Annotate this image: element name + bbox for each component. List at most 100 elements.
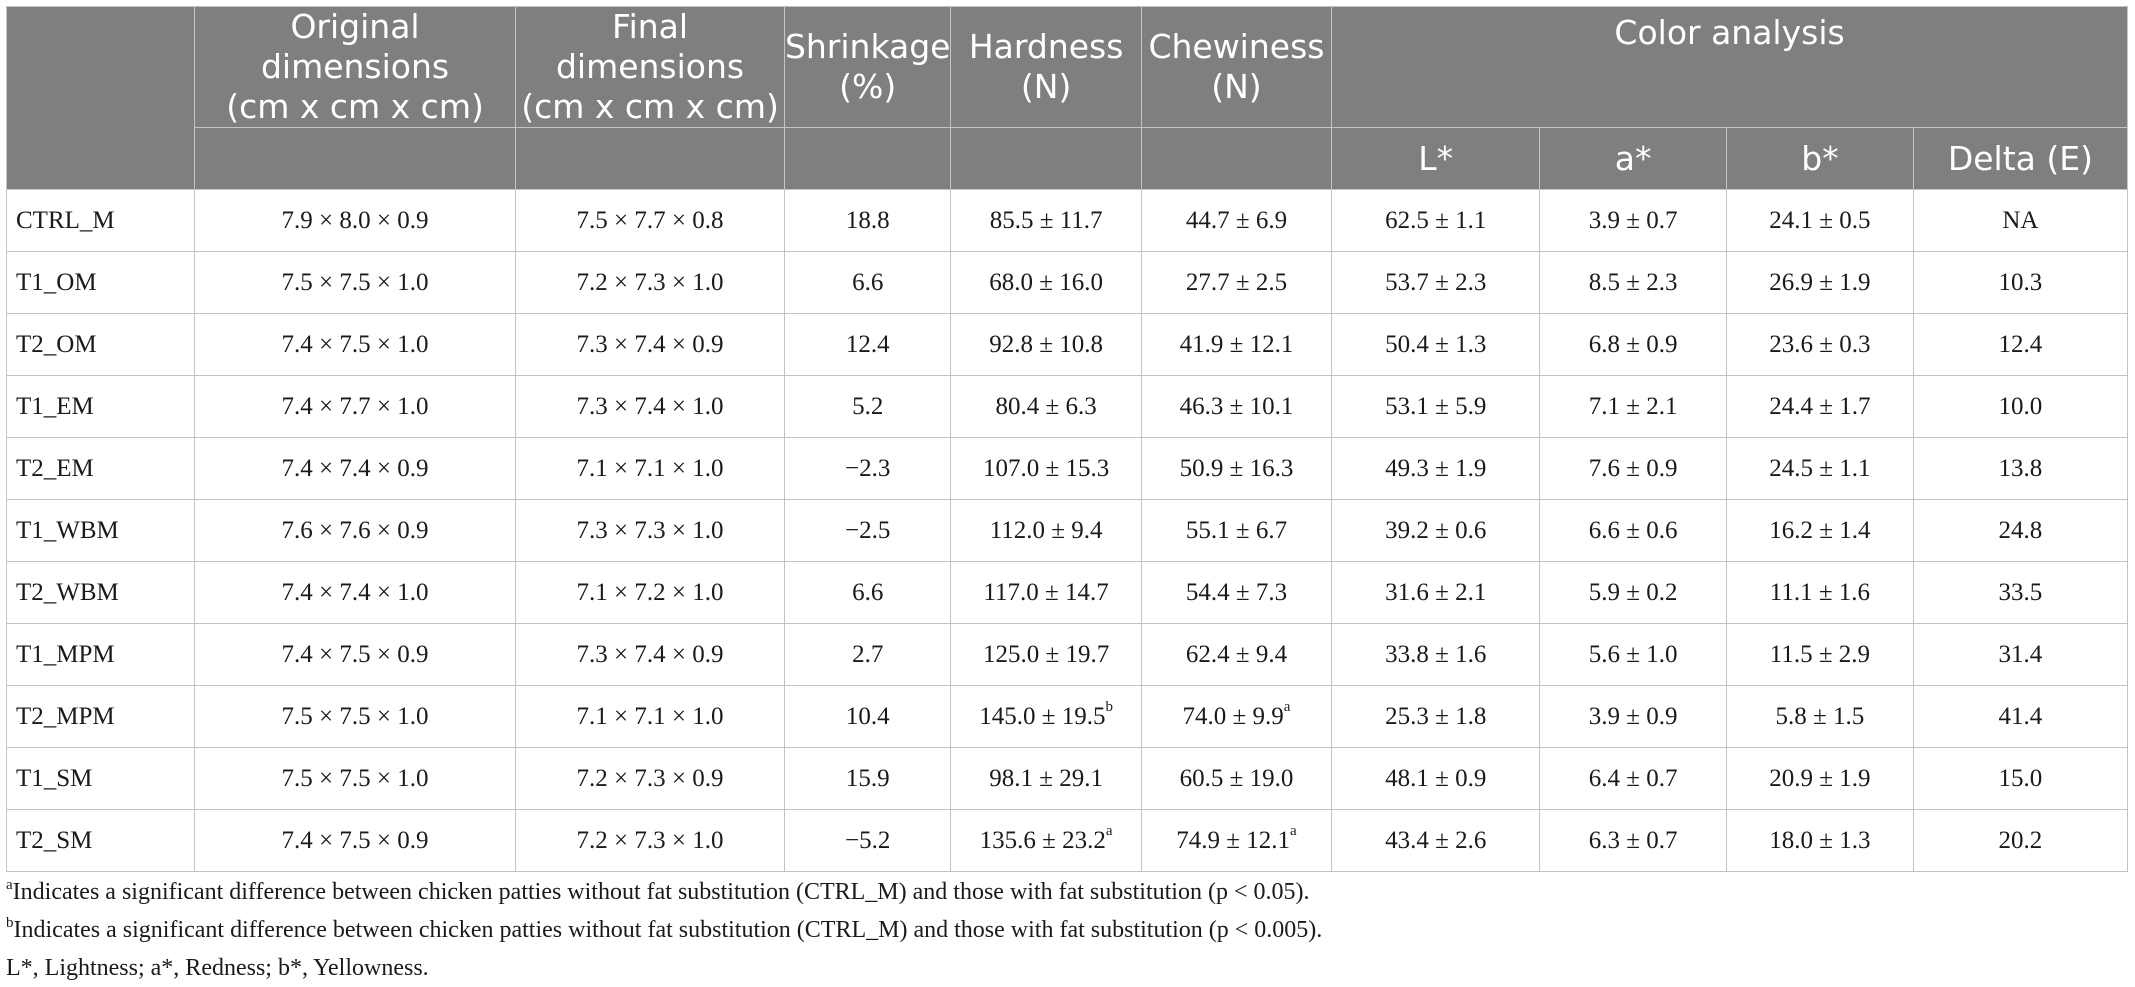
cell-value: T2_MPM [16,702,115,730]
cell-chewiness: 62.4 ± 9.4 [1140,623,1333,686]
cell-value: 98.1 ± 29.1 [989,764,1103,792]
cell-value: 5.2 [852,392,884,420]
cell-value: 6.6 [852,268,884,296]
cell-original-dimensions: 7.4 × 7.4 × 0.9 [193,437,517,500]
footnote-text: Indicates a significant difference betwe… [13,917,1323,943]
cell-value: 112.0 ± 9.4 [989,516,1103,544]
significance-marker: b [1105,699,1114,716]
cell-value: 107.0 ± 15.3 [983,454,1110,482]
cell-chewiness: 50.9 ± 16.3 [1140,437,1333,500]
cell-a-star: 7.6 ± 0.9 [1539,437,1728,500]
cell-value: 12.4 [845,330,890,358]
footnote: bIndicates a significant difference betw… [6,911,1322,949]
cell-original-dimensions: 7.5 × 7.5 × 1.0 [193,685,517,748]
cell-b-star: 26.9 ± 1.9 [1726,251,1914,314]
cell-value: 62.5 ± 1.1 [1385,206,1487,234]
cell-value: 10.0 [1998,392,2043,420]
cell-final-dimensions: 7.1 × 7.1 × 1.0 [515,437,785,500]
cell-value: 53.1 ± 5.9 [1385,392,1487,420]
table-footnotes: a Indicates a significant difference betw… [6,873,1322,987]
cell-original-dimensions: 7.4 × 7.5 × 1.0 [193,313,517,376]
cell-value: 6.6 ± 0.6 [1588,516,1678,544]
cell-value: 18.0 ± 1.3 [1769,826,1871,854]
cell-final-dimensions: 7.2 × 7.3 × 1.0 [515,251,785,314]
cell-value: 60.5 ± 19.0 [1179,764,1294,792]
cell-value: 7.4 × 7.5 × 1.0 [281,330,429,358]
cell-value: −2.3 [845,454,891,482]
cell-value: 25.3 ± 1.8 [1385,702,1487,730]
cell-l-star: 48.1 ± 0.9 [1331,747,1541,810]
cell-value: 3.9 ± 0.9 [1588,702,1678,730]
cell-original-dimensions: 7.9 × 8.0 × 0.9 [193,189,517,252]
cell-value: T1_SM [16,764,93,792]
cell-value: T1_OM [16,268,97,296]
cell-value: 43.4 ± 2.6 [1385,826,1487,854]
cell-sample: T2_WBM [6,561,195,624]
header-subcell-empty [783,127,952,190]
cell-value: T2_WBM [16,578,119,606]
cell-value: 6.6 [852,578,884,606]
cell-value: 7.2 × 7.3 × 0.9 [576,764,724,792]
footnote-text: L*, Lightness; a*, Redness; b*, Yellowne… [6,955,429,981]
cell-delta-e: 41.4 [1912,685,2129,748]
cell-hardness: 135.6 ± 23.2a [950,809,1142,872]
cell-value: 18.8 [845,206,890,234]
table-row: T1_MPM 7.4 × 7.5 × 0.9 7.3 × 7.4 × 0.9 2.7 1… [6,623,2129,686]
cell-value: 68.0 ± 16.0 [989,268,1103,296]
cell-shrinkage: 15.9 [783,747,952,810]
cell-delta-e: 13.8 [1912,437,2129,500]
cell-hardness: 85.5 ± 11.7 [950,189,1142,252]
cell-original-dimensions: 7.4 × 7.5 × 0.9 [193,809,517,872]
cell-b-star: 23.6 ± 0.3 [1726,313,1914,376]
cell-l-star: 49.3 ± 1.9 [1331,437,1541,500]
header-cell-chewiness: Chewiness (N) [1140,6,1333,128]
cell-sample: T1_MPM [6,623,195,686]
cell-value: 24.4 ± 1.7 [1769,392,1871,420]
cell-chewiness: 60.5 ± 19.0 [1140,747,1333,810]
header-cell-hardness: Hardness (N) [950,6,1142,128]
cell-value: 74.9 ± 12.1 [1176,826,1290,854]
cell-final-dimensions: 7.1 × 7.2 × 1.0 [515,561,785,624]
cell-sample: T1_SM [6,747,195,810]
footnote-mark: a [6,877,13,893]
table-row: T2_OM 7.4 × 7.5 × 1.0 7.3 × 7.4 × 0.9 12.4 9… [6,313,2129,376]
table-row: T1_EM 7.4 × 7.7 × 1.0 7.3 × 7.4 × 1.0 5.2 80… [6,375,2129,438]
cell-value: T1_WBM [16,516,119,544]
cell-delta-e: 10.3 [1912,251,2129,314]
cell-sample: T2_SM [6,809,195,872]
cell-sample: T1_EM [6,375,195,438]
cell-a-star: 3.9 ± 0.9 [1539,685,1728,748]
cell-shrinkage: 10.4 [783,685,952,748]
table-row: T2_SM 7.4 × 7.5 × 0.9 7.2 × 7.3 × 1.0 −5.2 1… [6,809,2129,872]
cell-shrinkage: 6.6 [783,561,952,624]
cell-b-star: 24.1 ± 0.5 [1726,189,1914,252]
cell-value: 7.5 × 7.5 × 1.0 [281,702,429,730]
cell-final-dimensions: 7.2 × 7.3 × 1.0 [515,809,785,872]
cell-value: 12.4 [1998,330,2043,358]
cell-hardness: 98.1 ± 29.1 [950,747,1142,810]
cell-value: 26.9 ± 1.9 [1769,268,1871,296]
header-cell-original-dimensions: Original dimensions (cm x cm x cm) [193,6,517,128]
cell-b-star: 20.9 ± 1.9 [1726,747,1914,810]
cell-value: 15.0 [1998,764,2043,792]
cell-b-star: 11.1 ± 1.6 [1726,561,1914,624]
cell-value: 7.3 × 7.4 × 0.9 [576,640,724,668]
cell-delta-e: 31.4 [1912,623,2129,686]
cell-value: 50.9 ± 16.3 [1179,454,1294,482]
cell-value: 39.2 ± 0.6 [1385,516,1487,544]
cell-sample: T2_MPM [6,685,195,748]
cell-value: 44.7 ± 6.9 [1185,206,1288,234]
table-row: T1_WBM 7.6 × 7.6 × 0.9 7.3 × 7.3 × 1.0 −2.5… [6,499,2129,562]
cell-value: 125.0 ± 19.7 [983,640,1110,668]
cell-a-star: 6.8 ± 0.9 [1539,313,1728,376]
cell-value: −5.2 [845,826,891,854]
cell-sample: T2_EM [6,437,195,500]
cell-delta-e: NA [1912,189,2129,252]
cell-value: 16.2 ± 1.4 [1769,516,1871,544]
cell-value: 7.5 × 7.5 × 1.0 [281,268,429,296]
cell-value: 11.5 ± 2.9 [1769,640,1871,668]
cell-value: 50.4 ± 1.3 [1385,330,1487,358]
cell-value: 7.2 × 7.3 × 1.0 [576,826,724,854]
cell-value: 10.4 [845,702,890,730]
cell-value: 55.1 ± 6.7 [1185,516,1288,544]
